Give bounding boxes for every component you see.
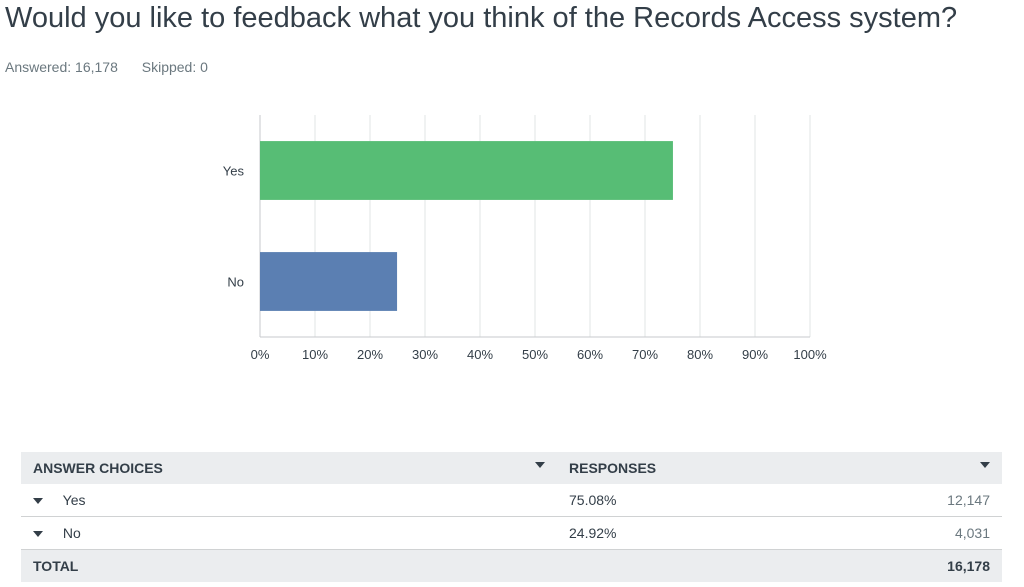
choice-cell: No (21, 516, 557, 550)
responses-header[interactable]: RESPONSES (557, 452, 1002, 484)
x-tick-label: 60% (577, 347, 603, 362)
percent-cell: 75.08% (557, 484, 787, 517)
x-tick-label: 50% (522, 347, 548, 362)
table-row: No 24.92% 4,031 (21, 516, 1002, 550)
answered-count: Answered: 16,178 (5, 59, 118, 75)
x-tick-label: 30% (412, 347, 438, 362)
x-tick-label: 20% (357, 347, 383, 362)
skipped-count: Skipped: 0 (141, 59, 208, 75)
bar-yes (260, 141, 673, 200)
x-tick-label: 40% (467, 347, 493, 362)
question-title: Would you like to feedback what you thin… (5, 2, 958, 34)
expand-row-icon[interactable] (33, 531, 43, 538)
category-label: No (227, 275, 244, 290)
choice-label: Yes (62, 492, 86, 508)
total-count: 16,178 (786, 549, 1002, 582)
sort-choices-icon[interactable] (535, 462, 545, 468)
bar-chart: 0% 10% 20% 30% 40% 50% 60% 70% 80% 90% 100% Yes No (223, 115, 827, 362)
category-label: Yes (223, 164, 245, 179)
total-label: TOTAL (21, 549, 557, 582)
x-tick-label: 100% (793, 347, 827, 362)
x-tick-label: 80% (687, 347, 713, 362)
x-tick-label: 0% (251, 347, 270, 362)
count-cell: 4,031 (786, 516, 1002, 550)
bar-no (260, 252, 398, 311)
table-header-row: ANSWER CHOICES RESPONSES (21, 452, 1002, 484)
answer-choices-header-label: ANSWER CHOICES (33, 460, 163, 476)
total-row: TOTAL 16,178 (21, 549, 1002, 582)
sort-responses-icon[interactable] (980, 462, 990, 468)
count-cell: 12,147 (786, 484, 1002, 517)
choice-label: No (62, 525, 81, 541)
x-tick-label: 10% (302, 347, 328, 362)
expand-row-icon[interactable] (33, 498, 43, 505)
table-row: Yes 75.08% 12,147 (21, 484, 1002, 517)
responses-header-label: RESPONSES (569, 460, 657, 476)
choice-cell: Yes (21, 484, 557, 517)
response-stats: Answered: 16,178 Skipped: 0 (5, 59, 228, 75)
percent-cell: 24.92% (557, 516, 787, 550)
x-tick-label: 70% (632, 347, 658, 362)
answer-choices-header[interactable]: ANSWER CHOICES (21, 452, 557, 484)
total-spacer (557, 549, 787, 582)
results-table: ANSWER CHOICES RESPONSES Yes 75.08% 12,1… (21, 452, 1002, 582)
x-tick-label: 90% (742, 347, 768, 362)
